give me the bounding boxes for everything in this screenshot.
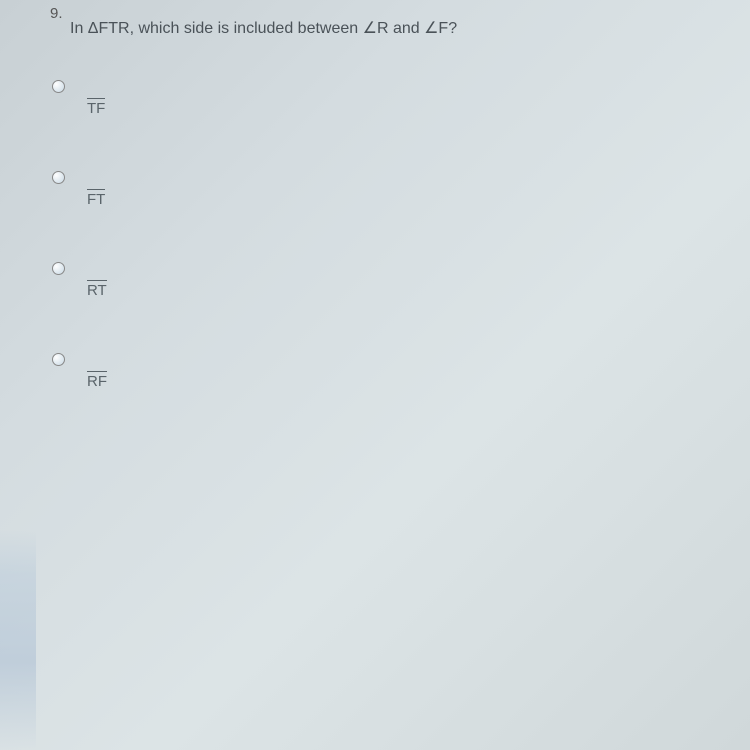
option-label: TF xyxy=(87,98,105,117)
sidebar-accent xyxy=(0,530,36,750)
radio-icon[interactable] xyxy=(52,171,65,184)
option-label: FT xyxy=(87,189,105,208)
option-label: RF xyxy=(87,371,107,390)
question-text: In ΔFTR, which side is included between … xyxy=(70,18,750,38)
option-row[interactable]: RF xyxy=(52,351,750,390)
option-label: RT xyxy=(87,280,107,299)
radio-icon[interactable] xyxy=(52,262,65,275)
options-group: TF FT RT RF xyxy=(52,78,750,390)
radio-icon[interactable] xyxy=(52,353,65,366)
radio-icon[interactable] xyxy=(52,80,65,93)
option-row[interactable]: TF xyxy=(52,78,750,117)
option-row[interactable]: FT xyxy=(52,169,750,208)
option-row[interactable]: RT xyxy=(52,260,750,299)
question-number: 9. xyxy=(50,5,63,22)
question-container: 9. In ΔFTR, which side is included betwe… xyxy=(0,0,750,390)
